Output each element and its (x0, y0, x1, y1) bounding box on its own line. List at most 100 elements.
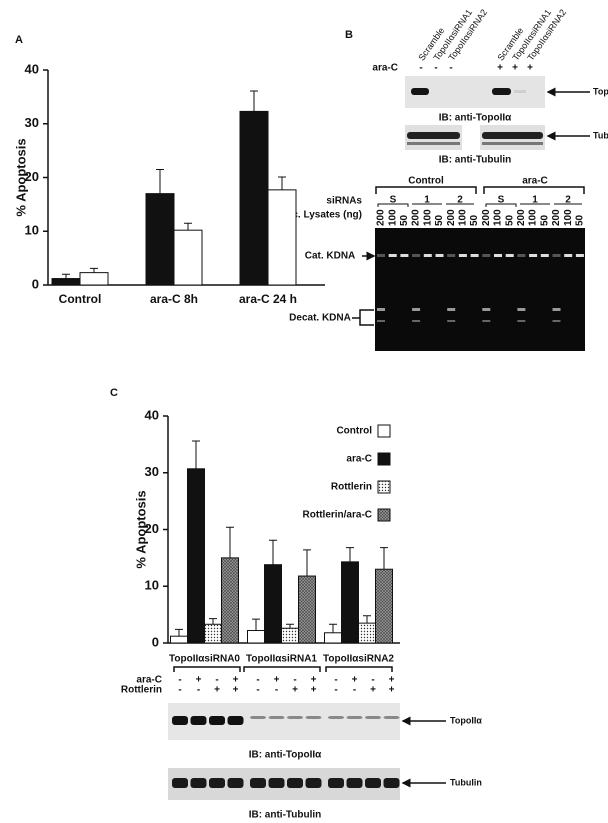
y-tick-label: 20 (145, 521, 159, 536)
gel-band (412, 254, 421, 257)
sign: - (293, 675, 296, 686)
blot (168, 703, 400, 740)
gel-label: Decat. KDNA (289, 313, 351, 324)
group-label: ara-C (522, 176, 548, 187)
bar (264, 564, 282, 644)
gel-band (575, 254, 584, 257)
bar (341, 561, 359, 644)
lysate-label: 200 (376, 209, 387, 226)
gel-band (482, 308, 491, 311)
gel-band (447, 320, 456, 322)
bar (324, 632, 342, 644)
blot-band (268, 716, 285, 719)
sign: + (389, 685, 395, 696)
blot-band (287, 716, 303, 719)
lysate-label: 100 (563, 209, 574, 226)
panel-label: C (110, 387, 118, 399)
bracket (173, 666, 393, 672)
sign: + (196, 675, 202, 686)
gel-band (482, 320, 491, 322)
error-bar (192, 440, 200, 469)
legend-label: Rottlerin/ara-C (303, 510, 372, 521)
blot-band (305, 716, 322, 719)
gel-band (540, 254, 549, 257)
x-tick-label: ara-C 24 h (239, 292, 297, 306)
sirna-label: 1 (424, 195, 430, 206)
blot-band (328, 716, 344, 719)
panel-label: A (15, 34, 23, 46)
lysate-label: 200 (411, 209, 422, 226)
sign: + (370, 685, 376, 696)
sign: + (292, 685, 298, 696)
error-bar (90, 267, 98, 273)
bar (247, 630, 265, 644)
sign: + (389, 675, 395, 686)
error-bar (329, 623, 337, 633)
sirna-label: S (498, 195, 505, 206)
sign: - (334, 675, 337, 686)
error-bar (363, 615, 371, 624)
blot-band (365, 716, 381, 719)
y-axis-label: % Apoptosis (133, 490, 148, 568)
blot-band (328, 778, 344, 788)
legend-label: ara-C (346, 454, 372, 465)
legend-swatch (377, 452, 391, 466)
bar (145, 193, 175, 286)
row-label: siRNAs (326, 196, 362, 207)
bar (298, 575, 316, 644)
sirna-label: S (390, 195, 397, 206)
blot-band (492, 88, 511, 95)
gel-label: Cat. KDNA (305, 251, 356, 262)
blot-band (172, 778, 188, 788)
error-bar (286, 623, 294, 629)
row-label: ara-C (136, 675, 162, 686)
row-label: ara-C (372, 63, 398, 74)
gel-band (505, 254, 514, 257)
sign: - (197, 685, 200, 696)
sign: + (527, 63, 533, 74)
sign: - (371, 675, 374, 686)
bar (173, 229, 203, 286)
sign: + (233, 685, 239, 696)
sign: - (275, 685, 278, 696)
gel-band (529, 254, 538, 257)
blot-band (268, 778, 285, 788)
sign: + (512, 63, 518, 74)
error-bar (156, 168, 164, 194)
bar (204, 623, 222, 644)
y-tick-label: 30 (25, 115, 39, 130)
gel-band (377, 254, 385, 257)
gel-band (458, 254, 467, 257)
blot-band (209, 778, 225, 788)
sirna-label: 2 (457, 195, 463, 206)
bar (187, 468, 205, 644)
gel-band (377, 308, 385, 311)
lysate-label: 50 (504, 214, 515, 226)
lysate-label: 50 (434, 214, 445, 226)
legend-swatch (377, 424, 391, 438)
gel-band (482, 254, 491, 257)
band-label: TopoIIα (593, 86, 608, 96)
lysate-label: 50 (539, 214, 550, 226)
gel-band (552, 308, 561, 311)
gel-band (377, 320, 385, 322)
blot-band (383, 716, 400, 719)
gel-band (412, 320, 421, 322)
y-tick-label: 0 (152, 634, 159, 649)
x-tick-label: TopoIIαsiRNA2 (323, 654, 394, 665)
gel-bands (377, 254, 584, 322)
blot-band (305, 778, 322, 788)
error-bar (250, 90, 258, 112)
gel (375, 228, 585, 351)
error-bar (269, 539, 277, 565)
gel-band (412, 308, 421, 311)
legend-swatch (377, 508, 391, 522)
gel-band (517, 308, 526, 311)
blot-band (383, 778, 400, 788)
bar (267, 189, 297, 286)
blot-band (365, 778, 381, 788)
sign: + (311, 675, 317, 686)
legend-label: Rottlerin (331, 482, 372, 493)
y-tick-label: 30 (145, 464, 159, 479)
gel-band (388, 254, 397, 257)
